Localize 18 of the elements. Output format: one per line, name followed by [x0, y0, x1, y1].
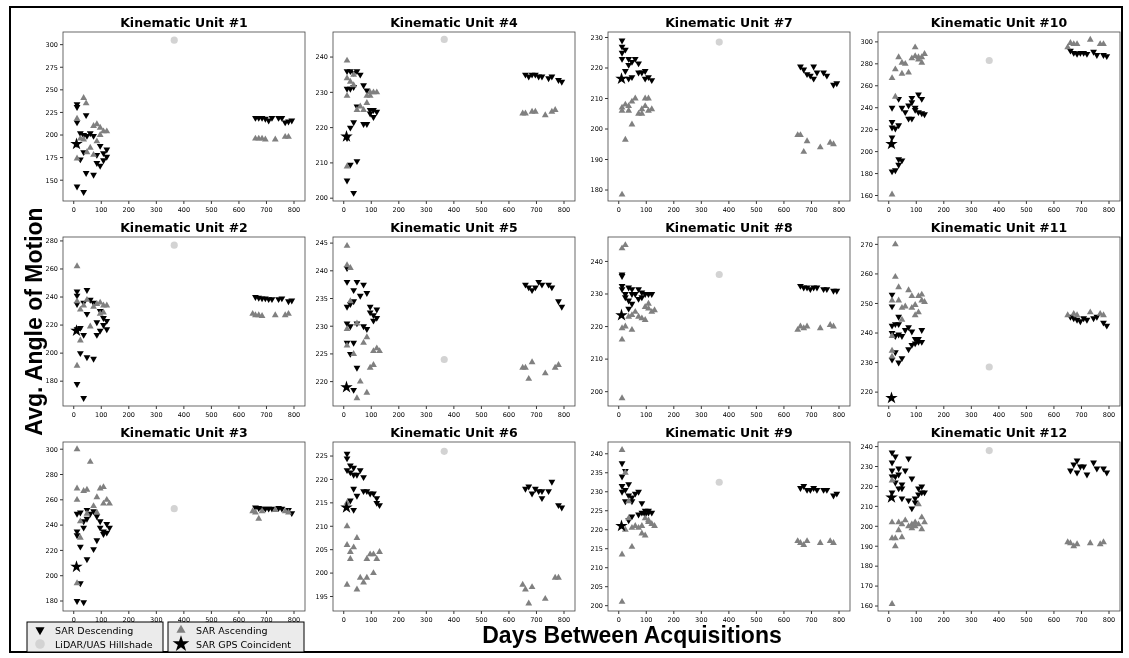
chart-title: Kinematic Unit #2	[120, 220, 248, 235]
legend-label: LiDAR/UAS Hillshade	[55, 639, 153, 650]
chart-title: Kinematic Unit #3	[120, 425, 248, 440]
y-axis-title: Avg. Angle of Motion	[21, 207, 47, 436]
chart-title: Kinematic Unit #1	[120, 15, 248, 30]
chart-title: Kinematic Unit #4	[390, 15, 519, 30]
chart-title: Kinematic Unit #11	[930, 220, 1068, 235]
chart-title: Kinematic Unit #6	[390, 425, 519, 440]
chart-title: Kinematic Unit #12	[930, 425, 1068, 440]
chart-title: Kinematic Unit #7	[665, 15, 793, 30]
chart-title: Kinematic Unit #8	[665, 220, 793, 235]
legend-label: SAR Descending	[55, 625, 134, 636]
chart-title: Kinematic Unit #9	[665, 425, 793, 440]
chart-title: Kinematic Unit #10	[930, 15, 1068, 30]
legend-label: SAR Ascending	[196, 625, 268, 636]
chart-title: Kinematic Unit #5	[390, 220, 518, 235]
x-axis-title: Days Between Acquisitions	[482, 622, 782, 648]
legend-label: SAR GPS Coincident	[196, 639, 292, 650]
